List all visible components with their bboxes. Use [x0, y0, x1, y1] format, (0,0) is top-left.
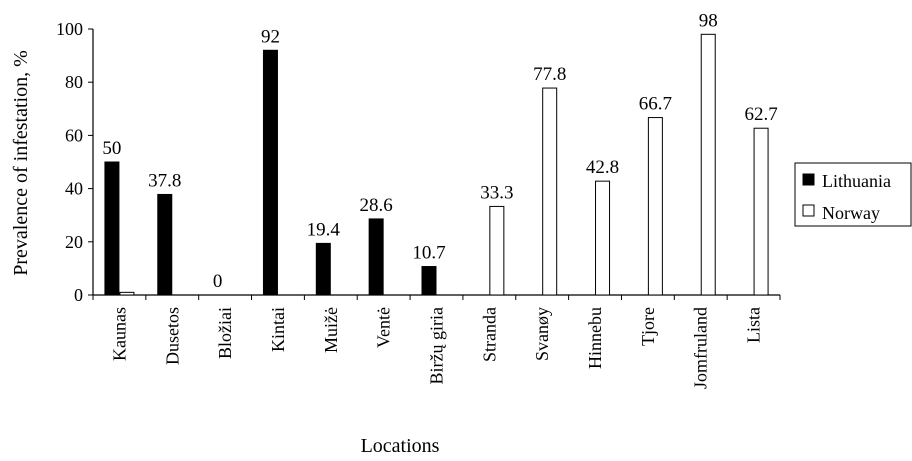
data-label-norway: 42.8	[586, 157, 619, 178]
y-tick-label: 100	[56, 19, 83, 39]
x-category-label: Kaunas	[109, 307, 129, 361]
x-category-label: Biržų giria	[427, 307, 447, 384]
y-axis-title: Prevalence of infestation, %	[10, 50, 32, 275]
x-category-label: Ventė	[374, 307, 394, 348]
x-category-label: Kintai	[268, 307, 288, 352]
x-category-label: Bložiai	[215, 307, 235, 359]
x-axis-title: Locations	[361, 435, 440, 457]
data-label-lithuania: 0	[213, 271, 223, 292]
y-tick-label: 40	[65, 179, 83, 199]
bar-lithuania	[421, 266, 437, 296]
x-category-label: Dusetos	[162, 307, 182, 365]
data-label-lithuania: 92	[261, 26, 280, 47]
data-label-norway: 77.8	[533, 64, 566, 85]
x-category-label: Hinnebu	[585, 307, 605, 369]
data-label-norway: 62.7	[744, 104, 777, 125]
data-label-norway: 98	[699, 10, 718, 31]
data-label-lithuania: 19.4	[307, 219, 341, 240]
x-category-label: Tjore	[638, 307, 658, 346]
legend-label-norway: Norway	[822, 203, 880, 223]
data-label-lithuania: 50	[102, 138, 121, 159]
bar-norway	[542, 87, 558, 296]
legend-label-lithuania: Lithuania	[822, 171, 891, 191]
bar-norway	[119, 291, 135, 296]
data-label-lithuania: 10.7	[412, 243, 445, 264]
bar-lithuania	[315, 242, 331, 296]
bar-norway	[753, 127, 769, 296]
bar-norway	[700, 33, 716, 296]
y-tick-label: 80	[65, 72, 83, 92]
bar-norway	[489, 205, 505, 296]
legend-swatch-lithuania	[802, 173, 815, 186]
x-category-label: Muižė	[321, 307, 341, 353]
bar-norway	[595, 180, 611, 296]
bar-norway	[647, 117, 663, 296]
y-tick-label: 20	[65, 232, 83, 252]
bar-lithuania	[368, 218, 384, 296]
bar-lithuania	[262, 49, 278, 296]
x-category-label: Lista	[744, 307, 764, 343]
bar-lithuania	[104, 161, 120, 296]
y-tick-label: 60	[65, 125, 83, 145]
bar-lithuania	[157, 193, 173, 296]
plot-area: 0 20 40 60 80 100 Kaunas 50 Dusetos 37.8 Bložiai 0 K…	[56, 10, 781, 389]
data-label-lithuania: 37.8	[148, 170, 181, 191]
x-category-label: Svanøy	[532, 307, 552, 361]
y-tick-label: 0	[74, 285, 83, 305]
legend: Lithuania Norway	[794, 162, 912, 227]
data-label-norway: 66.7	[639, 94, 672, 115]
data-label-norway: 33.3	[480, 182, 513, 203]
x-category-label: Jomfruland	[691, 307, 711, 389]
legend-swatch-norway	[802, 204, 815, 217]
x-category-label: Stranda	[479, 307, 499, 362]
data-label-lithuania: 28.6	[360, 195, 393, 216]
